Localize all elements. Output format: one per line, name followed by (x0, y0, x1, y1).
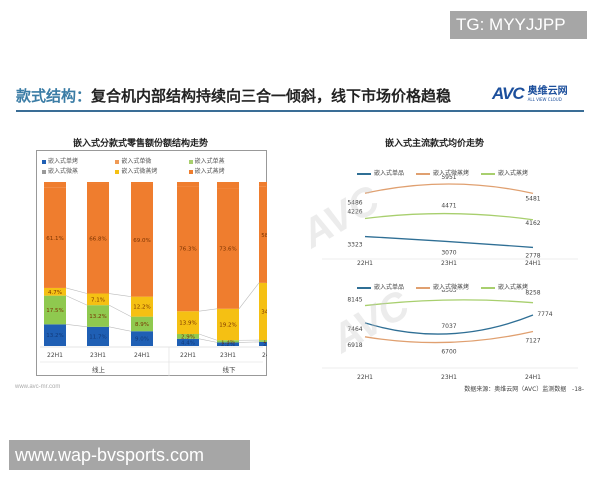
page-number: -18- (572, 386, 584, 393)
avc-logo-cn: 奥维云网 (527, 85, 568, 97)
legend-item: 嵌入式单蒸 (188, 156, 262, 165)
svg-text:6700: 6700 (441, 348, 456, 355)
site-url: www.avc-mr.com (15, 384, 61, 390)
svg-text:4162: 4162 (525, 220, 540, 227)
svg-text:23H1: 23H1 (90, 352, 106, 359)
svg-text:19.2%: 19.2% (219, 323, 236, 329)
svg-text:58.6%: 58.6% (261, 233, 267, 239)
slide-title-main: 复合机内部结构持续向三合一倾斜，线下市场价格趋稳 (91, 87, 452, 105)
line-chart-top-legend: 嵌入式单品 嵌入式微蒸烤 嵌入式蒸烤 (357, 168, 528, 177)
svg-text:13.2%: 13.2% (46, 333, 63, 339)
title-divider (16, 110, 584, 112)
line-chart-bottom-legend: 嵌入式单品 嵌入式微蒸烤 嵌入式蒸烤 (357, 282, 528, 291)
svg-text:13.9%: 13.9% (179, 321, 196, 327)
svg-text:9.0%: 9.0% (135, 337, 149, 343)
svg-text:11.7%: 11.7% (89, 334, 106, 340)
svg-text:2.5%: 2.5% (263, 342, 267, 348)
data-source: 数据来源：奥维云网（AVC）监测数据 -18- (464, 386, 584, 393)
svg-text:4.4%: 4.4% (181, 340, 195, 346)
svg-text:7127: 7127 (525, 337, 540, 344)
line-chart-bottom: 7464 7037 7774 6918 6700 7127 8145 8363 8258 22H1… (322, 290, 578, 380)
tg-badge: TG: MYYJJPP (450, 11, 587, 39)
legend-item: 嵌入式蒸烤 (481, 168, 528, 177)
svg-text:2.9%: 2.9% (181, 334, 195, 340)
avc-logo: AVC 奥维云网 ALL VIEW CLOUD (492, 84, 568, 104)
svg-text:2778: 2778 (525, 252, 540, 259)
svg-text:17.5%: 17.5% (46, 308, 63, 314)
svg-text:5951: 5951 (441, 175, 456, 181)
svg-text:24H1: 24H1 (134, 352, 150, 359)
svg-text:线下: 线下 (223, 365, 237, 374)
svg-text:8363: 8363 (441, 290, 456, 294)
line-chart-top: 3323 3070 2778 5486 5951 5481 4226 4471 4162 22H1… (322, 175, 578, 265)
svg-text:22H1: 22H1 (357, 260, 373, 265)
svg-text:1.3%: 1.3% (221, 339, 235, 345)
svg-text:5486: 5486 (347, 199, 362, 206)
svg-text:12.2%: 12.2% (133, 305, 150, 311)
svg-text:24H1: 24H1 (525, 374, 541, 380)
bar-chart-legend: 嵌入式单烤 嵌入式单微 嵌入式单蒸嵌入式微蒸 嵌入式微蒸烤 嵌入式蒸烤 (42, 156, 262, 175)
legend-item: 嵌入式微蒸 (42, 166, 115, 175)
legend-item: 嵌入式单品 (357, 282, 404, 291)
svg-text:23H1: 23H1 (220, 352, 236, 359)
svg-text:66.8%: 66.8% (89, 237, 106, 243)
slide-title: 款式结构：复合机内部结构持续向三合一倾斜，线下市场价格趋稳 (16, 85, 451, 106)
svg-text:4471: 4471 (441, 203, 456, 210)
svg-text:24H1: 24H1 (262, 352, 267, 359)
url-banner: www.wap-bvsports.com (9, 440, 250, 470)
legend-item: 嵌入式单品 (357, 168, 404, 177)
legend-item: 嵌入式微蒸烤 (416, 168, 469, 177)
svg-text:5481: 5481 (525, 195, 540, 202)
line-chart-title: 嵌入式主流款式均价走势 (385, 139, 485, 149)
svg-text:23H1: 23H1 (441, 260, 457, 265)
svg-text:22H1: 22H1 (47, 352, 63, 359)
svg-text:8.9%: 8.9% (135, 322, 149, 328)
legend-item: 嵌入式单烤 (42, 156, 115, 165)
svg-text:3070: 3070 (441, 250, 456, 257)
bar-chart-title: 嵌入式分款式零售额份额结构走势 (73, 139, 209, 149)
legend-item: 嵌入式蒸烤 (188, 166, 262, 175)
avc-logo-mark: AVC (492, 84, 525, 103)
svg-text:23H1: 23H1 (441, 374, 457, 380)
svg-text:24H1: 24H1 (525, 260, 541, 265)
svg-text:8145: 8145 (347, 297, 362, 304)
svg-text:4226: 4226 (347, 208, 362, 215)
svg-text:73.6%: 73.6% (219, 246, 236, 252)
svg-text:8258: 8258 (525, 290, 540, 297)
svg-text:22H1: 22H1 (357, 374, 373, 380)
svg-text:7037: 7037 (441, 323, 456, 330)
svg-text:7774: 7774 (537, 311, 552, 318)
slide-title-lead: 款式结构： (16, 87, 92, 105)
svg-text:34.9%: 34.9% (261, 309, 267, 315)
svg-text:2.2%: 2.2% (221, 342, 235, 348)
svg-text:7.1%: 7.1% (91, 297, 105, 303)
svg-text:7464: 7464 (347, 326, 362, 333)
svg-text:61.1%: 61.1% (46, 236, 63, 242)
legend-item: 嵌入式蒸烤 (481, 282, 528, 291)
svg-text:13.2%: 13.2% (89, 314, 106, 320)
svg-text:线上: 线上 (92, 365, 106, 374)
avc-logo-en: ALL VIEW CLOUD (527, 96, 562, 102)
svg-text:4.7%: 4.7% (48, 290, 62, 296)
svg-text:6918: 6918 (347, 342, 362, 349)
stacked-bar-chart: 13.2% 17.5% 4.7% 61.1% 11.7% 13.2% 7.1% 66.8% 9.… (40, 182, 267, 376)
svg-text:76.3%: 76.3% (179, 247, 196, 253)
svg-text:3323: 3323 (347, 242, 362, 249)
legend-item: 嵌入式单微 (115, 156, 188, 165)
svg-text:22H1: 22H1 (180, 352, 196, 359)
legend-item: 嵌入式微蒸烤 (416, 282, 469, 291)
legend-item: 嵌入式微蒸烤 (115, 166, 188, 175)
svg-text:1.1%: 1.1% (263, 339, 267, 345)
svg-text:69.0%: 69.0% (133, 238, 150, 244)
